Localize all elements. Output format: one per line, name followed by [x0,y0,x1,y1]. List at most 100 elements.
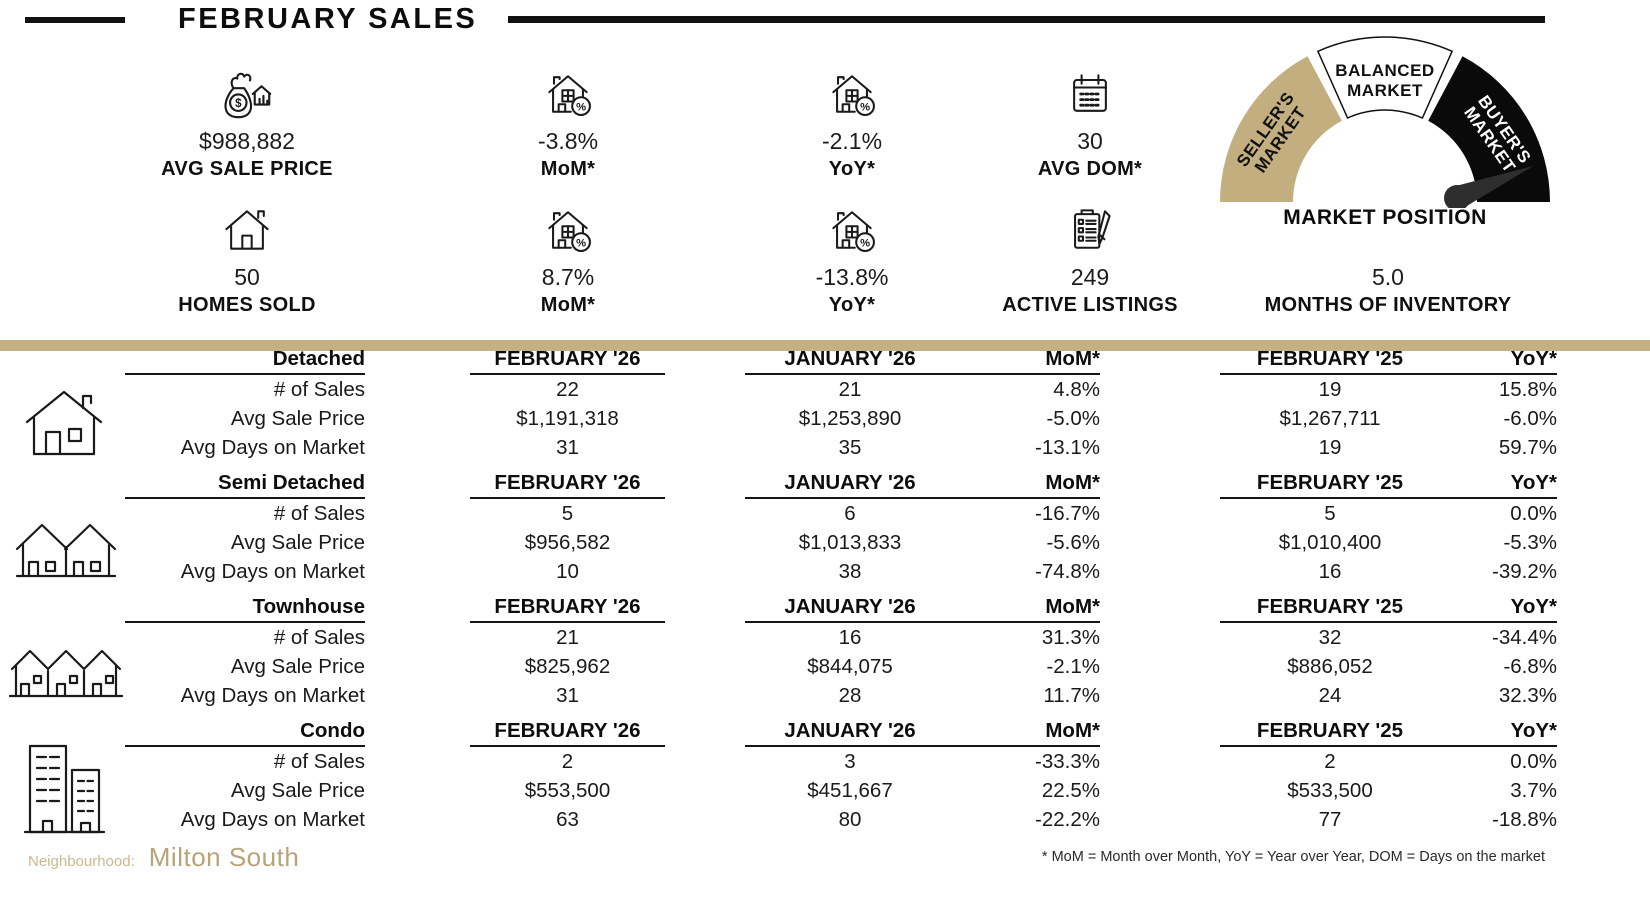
col-header-mom: MoM* [955,719,1100,747]
stat-label: MONTHS OF INVENTORY [1264,294,1512,316]
stat-avg-dom: 30 AVG DOM* [930,64,1250,181]
cell-yoy: 0.0% [1510,501,1557,525]
cell-feb25: 5 [1324,501,1336,525]
section-divider [0,340,1650,351]
stat-active-listings: 249 ACTIVE LISTINGS [930,200,1250,317]
cell-jan26: 6 [844,501,856,525]
stat-label: ACTIVE LISTINGS [1002,294,1178,316]
cell-mom: -13.1% [1035,435,1100,459]
stat-label: MoM* [540,158,596,180]
stat-label: AVG DOM* [1037,158,1143,180]
stat-value: 50 [234,264,260,290]
cell-jan26: $1,013,833 [798,530,902,554]
row-label: Avg Sale Price [230,406,365,430]
row-label: Avg Sale Price [230,530,365,554]
col-header-feb26: FEBRUARY '26 [470,471,665,499]
cell-yoy: 59.7% [1498,435,1557,459]
col-header-feb25: FEBRUARY '25 [1220,595,1440,623]
category-name: Condo [125,719,365,747]
table-row: Avg Days on Market 10 38 -74.8% 16 -39.2… [125,557,1650,586]
cell-mom: 11.7% [1043,683,1100,707]
table-section-townhouse: Townhouse FEBRUARY '26 JANUARY '26 MoM* … [0,595,1650,710]
house-percent-icon [824,66,880,122]
calendar-icon [1062,66,1118,122]
row-label: # of Sales [273,377,365,401]
market-position-gauge: SELLER'SMARKET BALANCED MARKET BUYER'SMAR… [1215,30,1555,213]
cell-jan26: 16 [838,625,862,649]
cell-yoy: -39.2% [1492,559,1557,583]
cell-feb25: 19 [1318,435,1342,459]
footnote: * MoM = Month over Month, YoY = Year ove… [1041,849,1545,865]
stat-value: -13.8% [815,264,889,290]
col-header-jan26: JANUARY '26 [745,719,955,747]
table-row: Avg Sale Price $956,582 $1,013,833 -5.6%… [125,528,1650,557]
cell-feb26: $1,191,318 [516,406,619,430]
cell-feb25: 77 [1318,807,1342,831]
cell-mom: 4.8% [1053,377,1100,401]
stat-value: 5.0 [1372,264,1404,290]
row-label: # of Sales [273,501,365,525]
col-header-jan26: JANUARY '26 [745,595,955,623]
col-header-feb26: FEBRUARY '26 [470,595,665,623]
col-header-yoy: YoY* [1440,347,1557,375]
cell-jan26: 35 [838,435,862,459]
stat-label: YoY* [828,158,876,180]
cell-feb25: $886,052 [1287,654,1373,678]
cell-feb26: 63 [556,807,579,831]
gauge-segment-balanced [1316,36,1454,119]
cell-jan26: 28 [838,683,862,707]
table-row: Avg Days on Market 31 28 11.7% 24 32.3% [125,681,1650,710]
stat-value: 30 [1077,128,1103,154]
cell-mom: 22.5% [1041,778,1100,802]
page-title: FEBRUARY SALES [178,3,478,35]
house-percent-icon [540,66,596,122]
title-rule-right [508,16,1545,23]
cell-mom: -5.0% [1046,406,1100,430]
section-header-row: Detached FEBRUARY '26 JANUARY '26 MoM* F… [125,347,1650,375]
gauge-segment-buyers [1428,56,1550,202]
gauge-needle [1444,166,1533,211]
cell-yoy: 3.7% [1510,778,1557,802]
gauge-segment-sellers [1220,56,1342,202]
col-header-mom: MoM* [955,471,1100,499]
stat-price-yoy: -2.1% YoY* [692,64,1012,181]
table-section-condo: Condo FEBRUARY '26 JANUARY '26 MoM* FEBR… [0,719,1650,834]
cell-feb25: 32 [1318,625,1342,649]
neighbourhood-label: Neighbourhood: [28,853,135,870]
stat-months-of-inventory: 5.0 MONTHS OF INVENTORY [1228,200,1548,317]
neighbourhood-value: Milton South [148,842,300,872]
stat-value: 8.7% [541,264,595,290]
cell-feb26: 5 [561,501,574,525]
cell-feb26: 2 [561,749,574,773]
stat-avg-sale-price: $988,882 AVG SALE PRICE [87,64,407,181]
col-header-feb26: FEBRUARY '26 [470,719,665,747]
cell-yoy: 15.8% [1498,377,1557,401]
col-header-yoy: YoY* [1440,719,1557,747]
row-label: # of Sales [273,749,365,773]
cell-mom: -16.7% [1035,501,1100,525]
category-name: Detached [125,347,365,375]
cell-feb25: 24 [1318,683,1342,707]
table-section-semi-detached: Semi Detached FEBRUARY '26 JANUARY '26 M… [0,471,1650,586]
gauge-title: MARKET POSITION [1283,206,1487,229]
cell-feb26: $825,962 [524,654,611,678]
stat-value: -3.8% [537,128,599,154]
neighbourhood: Neighbourhood: Milton South [28,842,299,873]
cell-feb25: $1,010,400 [1278,530,1382,554]
row-label: Avg Sale Price [230,778,365,802]
house-percent-icon [540,202,596,258]
table-row: Avg Sale Price $553,500 $451,667 22.5% $… [125,776,1650,805]
clipboard-pencil-icon [1062,202,1118,258]
table-row: # of Sales 22 21 4.8% 19 15.8% [125,375,1650,404]
table-section-detached: Detached FEBRUARY '26 JANUARY '26 MoM* F… [0,347,1650,462]
stat-price-mom: -3.8% MoM* [408,64,728,181]
row-label: # of Sales [273,625,365,649]
col-header-feb25: FEBRUARY '25 [1220,719,1440,747]
cell-feb26: 21 [556,625,579,649]
cell-feb25: 16 [1318,559,1342,583]
section-header-row: Condo FEBRUARY '26 JANUARY '26 MoM* FEBR… [125,719,1650,747]
cell-jan26: 3 [844,749,856,773]
cell-jan26: 21 [838,377,862,401]
col-header-yoy: YoY* [1440,471,1557,499]
cell-mom: -2.1% [1046,654,1100,678]
